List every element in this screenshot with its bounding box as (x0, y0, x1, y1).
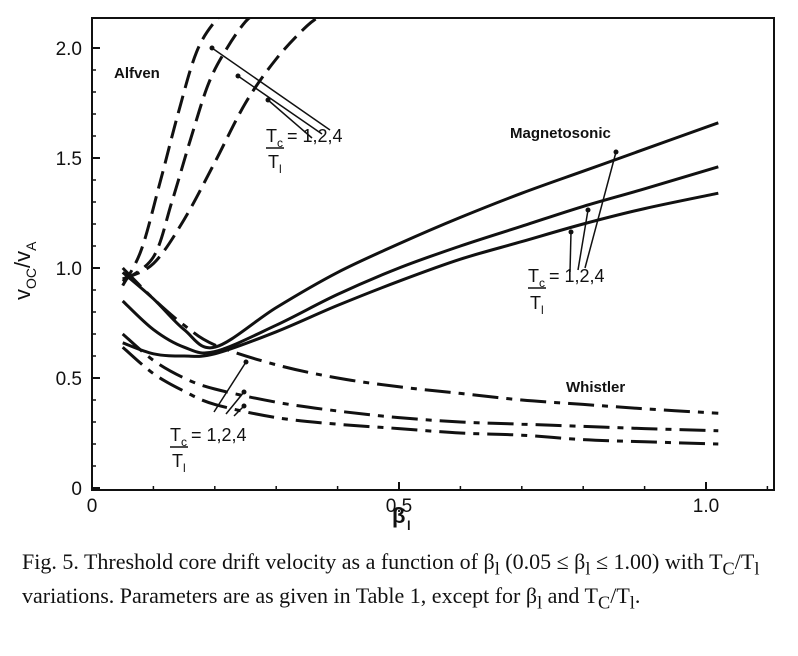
x-tick-label: 0 (87, 496, 98, 517)
whistler-curve-2 (121, 332, 719, 433)
annotation-arrows (209, 45, 619, 417)
svg-text:= 1,2,4: = 1,2,4 (549, 266, 605, 286)
whistler-leader-1 (213, 361, 247, 413)
svg-text:Tc: Tc (266, 126, 283, 150)
x-tick-label: 1.0 (693, 496, 719, 517)
magnetosonic-curve-3 (122, 191, 719, 358)
alfven-leader-3-tip (265, 97, 271, 103)
svg-text:Tl: Tl (530, 293, 544, 317)
svg-text:= 1,2,4: = 1,2,4 (191, 425, 247, 445)
alfven-leader-1 (211, 47, 331, 131)
whistler-leader-2-tip (241, 389, 247, 395)
figure-caption: Fig. 5. Threshold core drift velocity as… (22, 549, 760, 613)
magnetosonic-leader-3-tip (568, 229, 574, 235)
label-alfven: Alfven (114, 65, 160, 82)
y-tick-label: 2.0 (56, 39, 82, 60)
y-tick-label: 1.0 (56, 259, 82, 280)
plot-frame (91, 17, 775, 491)
whistler-curve-1 (121, 266, 719, 415)
tc-annotation-whistler: Tc Tl = 1,2,4 (170, 425, 247, 475)
svg-text:l: l (407, 518, 411, 533)
magnetosonic-leader-1-tip (613, 149, 619, 155)
chart: 0 0.5 1.0 0 0.5 1.0 1.5 2.0 β l vOC/vA Alfven M… (10, 17, 775, 533)
whistler-curve-3 (121, 346, 719, 446)
magnetosonic-curve-2 (121, 165, 719, 355)
alfven-leader-3 (267, 99, 313, 139)
axis-ticks: 0 0.5 1.0 0 0.5 1.0 1.5 2.0 (56, 39, 769, 517)
svg-text:Tl: Tl (172, 451, 186, 475)
alfven-curve-1 (122, 18, 320, 281)
alfven-curve-2 (121, 18, 252, 283)
magnetosonic-leader-1 (584, 151, 617, 269)
y-tick-label: 0 (71, 479, 82, 500)
label-magnetosonic: Magnetosonic (510, 125, 611, 142)
alfven-leader-1-tip (209, 45, 215, 51)
tc-annotation-alfven: Tc Tl = 1,2,4 (266, 126, 343, 176)
y-tick-label: 1.5 (56, 149, 82, 170)
whistler-leader-3-tip (241, 403, 247, 409)
magnetosonic-curve-1 (121, 121, 719, 350)
svg-text:β: β (392, 503, 405, 528)
svg-text:Tc: Tc (528, 266, 545, 290)
tc-annotation-magnetosonic: Tc Tl = 1,2,4 (528, 266, 605, 317)
svg-text:Tl: Tl (268, 152, 282, 176)
alfven-leader-2-tip (235, 73, 241, 79)
x-axis-label: β l (392, 503, 411, 533)
y-axis-label: vOC/vA (10, 241, 39, 300)
alfven-leader-2 (237, 75, 323, 135)
svg-text:= 1,2,4: = 1,2,4 (287, 126, 343, 146)
svg-text:Tc: Tc (170, 425, 187, 449)
svg-text:vOC/vA: vOC/vA (10, 241, 39, 300)
x-tick-label: 0.5 (386, 496, 412, 517)
magnetosonic-leader-3 (569, 231, 572, 273)
alfven-curve-3 (121, 18, 221, 287)
whistler-leader-2 (225, 391, 245, 415)
magnetosonic-leader-2 (577, 209, 589, 271)
magnetosonic-leader-2-tip (585, 207, 591, 213)
whistler-leader-1-tip (243, 359, 249, 365)
data-curves (121, 18, 719, 446)
y-tick-label: 0.5 (56, 369, 82, 390)
label-whistler: Whistler (566, 379, 625, 396)
